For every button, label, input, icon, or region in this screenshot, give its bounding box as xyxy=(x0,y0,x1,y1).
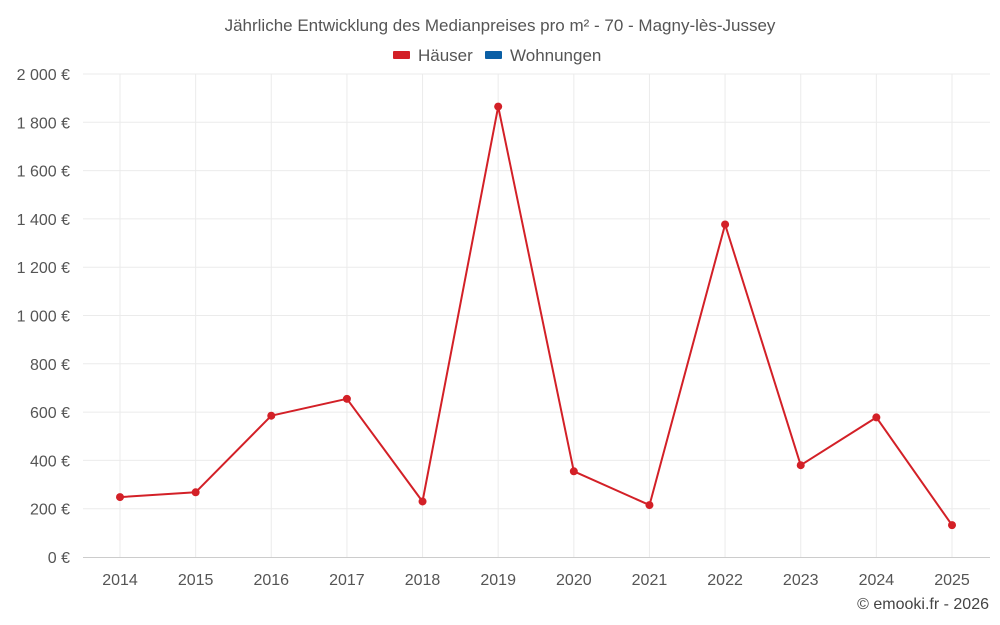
legend-swatch-apartments xyxy=(485,51,502,59)
y-tick-label: 1 800 € xyxy=(17,115,70,132)
legend-item-houses[interactable]: Häuser xyxy=(393,46,473,65)
y-tick-label: 1 600 € xyxy=(17,164,70,181)
x-tick-label: 2019 xyxy=(480,572,516,589)
y-tick-label: 800 € xyxy=(30,357,70,374)
legend-swatch-houses xyxy=(393,51,410,59)
chart-title: Jährliche Entwicklung des Medianpreises … xyxy=(225,16,776,35)
y-tick-label: 600 € xyxy=(30,405,70,422)
y-gridlines xyxy=(83,73,990,510)
y-tick-label: 0 € xyxy=(48,550,70,567)
x-tick-label: 2015 xyxy=(178,572,214,589)
y-tick-label: 1 200 € xyxy=(17,260,70,277)
x-tick-label: 2018 xyxy=(405,572,441,589)
data-point[interactable] xyxy=(872,413,881,422)
y-tick-label: 1 000 € xyxy=(17,309,70,326)
data-point[interactable] xyxy=(948,521,956,530)
x-tick-label: 2021 xyxy=(632,572,668,589)
data-point[interactable] xyxy=(569,467,578,476)
x-tick-label: 2017 xyxy=(329,572,365,589)
legend-label-houses: Häuser xyxy=(418,46,473,65)
data-point[interactable] xyxy=(721,220,730,229)
y-tick-label: 2 000 € xyxy=(17,67,70,84)
y-tick-label: 1 400 € xyxy=(17,212,70,229)
x-tick-label: 2024 xyxy=(859,572,895,589)
series-line-0 xyxy=(119,105,953,526)
data-point[interactable] xyxy=(494,102,503,111)
data-point[interactable] xyxy=(267,411,276,420)
data-point[interactable] xyxy=(645,501,654,510)
data-point[interactable] xyxy=(191,488,200,497)
x-tick-label: 2016 xyxy=(253,572,289,589)
x-tick-label: 2023 xyxy=(783,572,819,589)
x-tick-label: 2014 xyxy=(102,572,138,589)
data-point[interactable] xyxy=(796,461,805,470)
legend: Häuser Wohnungen xyxy=(393,46,601,65)
x-gridlines xyxy=(119,74,953,557)
x-tick-label: 2022 xyxy=(707,572,743,589)
x-tick-labels: 2014 2015 2016 2017 2018 2019 2020 2021 2022 2023… xyxy=(102,572,970,589)
data-point[interactable] xyxy=(116,493,124,502)
credit-text: © emooki.fr - 2026 xyxy=(857,596,989,613)
data-point[interactable] xyxy=(342,394,351,403)
legend-label-apartments: Wohnungen xyxy=(510,46,601,65)
series-lines xyxy=(119,105,953,526)
y-tick-labels: 2 000 € 1 800 € 1 600 € 1 400 € 1 200 € 1 000… xyxy=(17,67,70,567)
y-tick-label: 200 € xyxy=(30,502,70,519)
legend-item-apartments[interactable]: Wohnungen xyxy=(485,46,601,65)
series-points xyxy=(116,102,956,530)
x-tick-label: 2025 xyxy=(934,572,970,589)
y-tick-label: 400 € xyxy=(30,453,70,470)
data-point[interactable] xyxy=(418,497,427,506)
x-tick-label: 2020 xyxy=(556,572,592,589)
